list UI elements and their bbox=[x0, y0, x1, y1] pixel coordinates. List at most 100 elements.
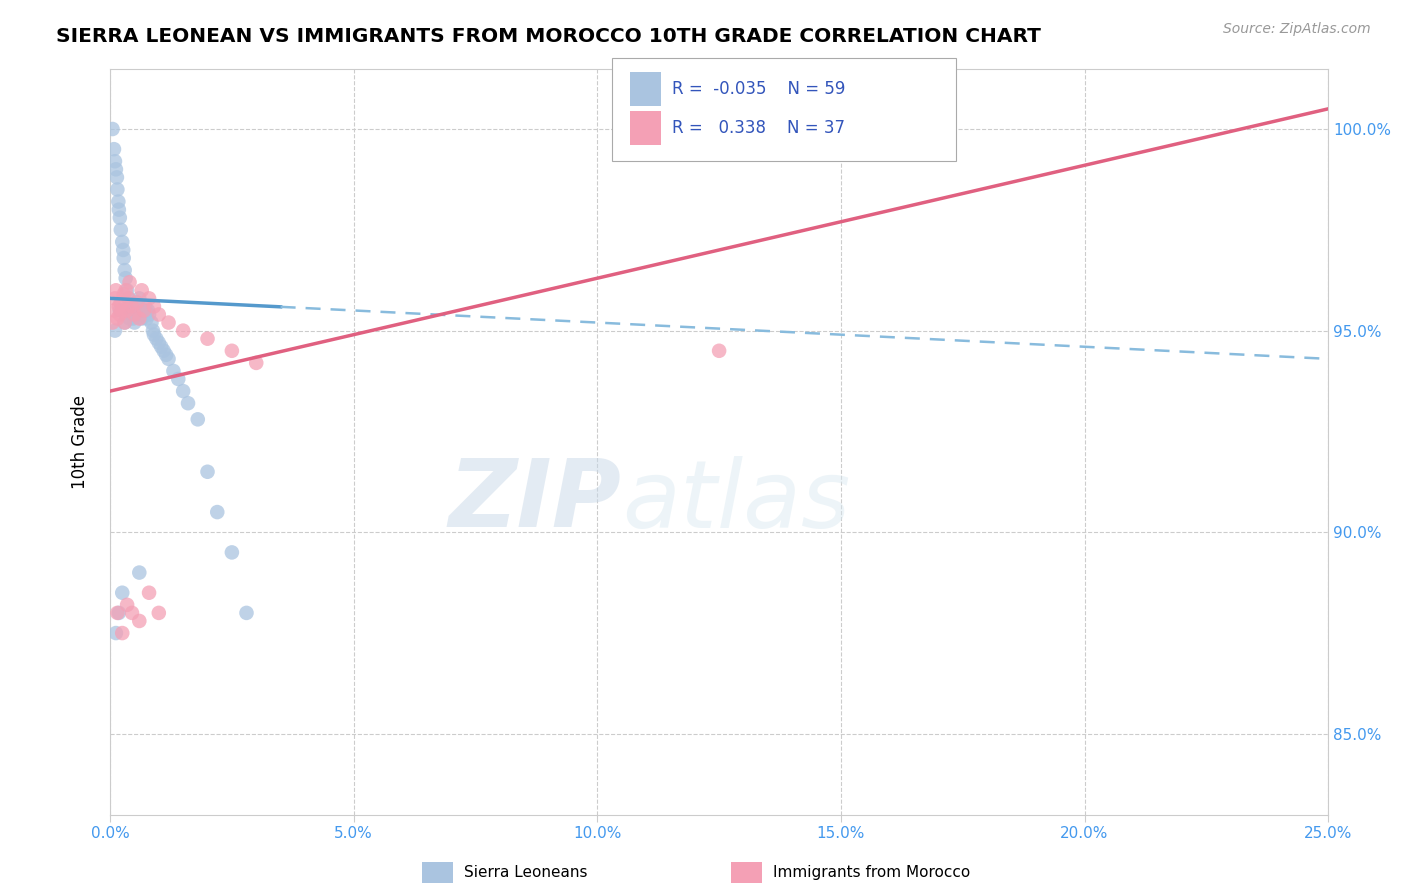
Point bbox=[177, 396, 200, 410]
Point bbox=[101, 316, 124, 330]
Point bbox=[118, 311, 141, 326]
Text: Source: ZipAtlas.com: Source: ZipAtlas.com bbox=[1223, 22, 1371, 37]
Text: Sierra Leoneans: Sierra Leoneans bbox=[464, 865, 588, 880]
Point bbox=[148, 606, 170, 620]
Point bbox=[141, 316, 163, 330]
Point bbox=[104, 291, 127, 305]
Point bbox=[115, 598, 138, 612]
Point bbox=[112, 251, 135, 265]
Y-axis label: 10th Grade: 10th Grade bbox=[72, 394, 89, 489]
Point bbox=[148, 308, 170, 322]
Point bbox=[150, 340, 173, 354]
Point bbox=[197, 332, 219, 346]
Point bbox=[108, 202, 131, 217]
Point bbox=[108, 308, 131, 322]
Point bbox=[145, 332, 167, 346]
Point bbox=[138, 308, 160, 322]
Text: R =  -0.035    N = 59: R = -0.035 N = 59 bbox=[672, 80, 845, 98]
Point bbox=[134, 303, 156, 318]
Point bbox=[221, 545, 243, 559]
Point bbox=[132, 303, 155, 318]
Point bbox=[172, 384, 194, 398]
Point bbox=[162, 364, 184, 378]
Point bbox=[138, 585, 160, 599]
Point bbox=[124, 303, 146, 318]
Point bbox=[207, 505, 229, 519]
Point bbox=[114, 283, 136, 297]
Point bbox=[155, 348, 177, 362]
Point bbox=[105, 606, 128, 620]
Text: R =   0.338    N = 37: R = 0.338 N = 37 bbox=[672, 119, 845, 136]
Point bbox=[107, 194, 129, 209]
Point bbox=[118, 275, 141, 289]
Point bbox=[187, 412, 209, 426]
Point bbox=[221, 343, 243, 358]
Point bbox=[103, 303, 125, 318]
Point bbox=[117, 291, 139, 305]
Point bbox=[104, 154, 127, 169]
Point bbox=[110, 295, 132, 310]
Point bbox=[131, 283, 153, 297]
Point bbox=[104, 324, 127, 338]
Point bbox=[105, 182, 128, 196]
Point bbox=[135, 311, 157, 326]
Point bbox=[122, 311, 145, 326]
Point bbox=[121, 300, 143, 314]
Point bbox=[148, 335, 170, 350]
Text: atlas: atlas bbox=[621, 456, 849, 547]
Point bbox=[157, 351, 180, 366]
Point bbox=[128, 614, 150, 628]
Point bbox=[120, 303, 142, 318]
Point bbox=[115, 283, 138, 297]
Point bbox=[112, 243, 135, 257]
Point bbox=[108, 606, 131, 620]
Point bbox=[134, 300, 156, 314]
Point bbox=[111, 303, 134, 318]
Point bbox=[167, 372, 190, 386]
Point bbox=[108, 300, 131, 314]
Point bbox=[101, 122, 124, 136]
Point bbox=[131, 311, 153, 326]
Point bbox=[111, 585, 134, 599]
Point bbox=[105, 170, 128, 185]
Point bbox=[110, 223, 132, 237]
Point bbox=[707, 343, 730, 358]
Point bbox=[108, 303, 131, 318]
Point bbox=[172, 324, 194, 338]
Point bbox=[104, 162, 127, 177]
Point bbox=[128, 311, 150, 326]
Point bbox=[124, 316, 146, 330]
Point bbox=[138, 291, 160, 305]
Point bbox=[115, 303, 138, 318]
Point bbox=[111, 235, 134, 249]
Point bbox=[118, 300, 141, 314]
Point bbox=[112, 287, 135, 301]
Point bbox=[128, 566, 150, 580]
Point bbox=[111, 626, 134, 640]
Text: SIERRA LEONEAN VS IMMIGRANTS FROM MOROCCO 10TH GRADE CORRELATION CHART: SIERRA LEONEAN VS IMMIGRANTS FROM MOROCC… bbox=[56, 27, 1040, 45]
Point bbox=[142, 324, 165, 338]
Point bbox=[114, 316, 136, 330]
Point bbox=[124, 308, 146, 322]
Point bbox=[197, 465, 219, 479]
Point bbox=[142, 300, 165, 314]
Point bbox=[136, 303, 159, 318]
Point bbox=[125, 295, 148, 310]
Point bbox=[117, 291, 139, 305]
Point bbox=[114, 316, 136, 330]
Point bbox=[108, 211, 131, 225]
Point bbox=[114, 263, 136, 277]
Text: ZIP: ZIP bbox=[449, 455, 621, 547]
Point bbox=[245, 356, 267, 370]
Point bbox=[121, 606, 143, 620]
Point bbox=[142, 327, 165, 342]
Point bbox=[121, 308, 143, 322]
Point bbox=[114, 271, 136, 285]
Point bbox=[235, 606, 257, 620]
Point bbox=[152, 343, 174, 358]
Point bbox=[104, 626, 127, 640]
Point bbox=[105, 311, 128, 326]
Point bbox=[125, 295, 148, 310]
Point bbox=[104, 283, 127, 297]
Point bbox=[127, 300, 149, 314]
